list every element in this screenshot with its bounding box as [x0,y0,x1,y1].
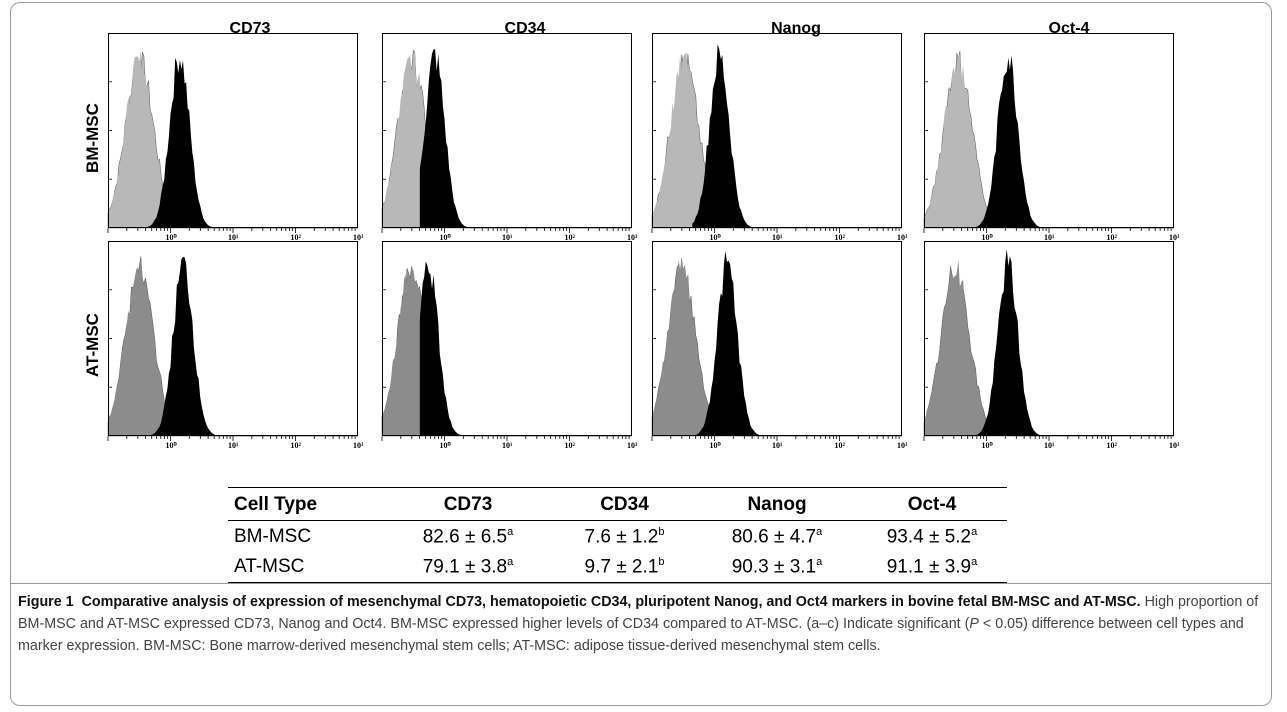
cell-value: 80.6 ± 4.7a [731,526,823,548]
x-tick-label: 10² [564,441,575,450]
cell-value: 91.1 ± 3.9a [857,551,1007,583]
control-histogram-front [924,53,967,228]
x-tick-label: 10¹ [1044,441,1055,450]
cell-value: 79.1 ± 3.8a [384,551,552,583]
header-cd73: CD73 [384,487,552,521]
x-tick-label: 10³ [1169,441,1180,450]
x-tick-label: 10³ [897,233,908,242]
caption-body-end: < 0.05) difference between cell types an… [18,616,1244,654]
x-tick-label: 10⁰ [165,441,177,450]
x-tick-label: 10² [1106,233,1117,242]
x-tick-label: 10³ [897,441,908,450]
cell-type: BM-MSC [234,526,312,548]
histogram-plot [923,241,1174,441]
control-histogram-front [652,52,693,228]
histogram-panel-bm-msc-cd73: 10⁰ 10¹ 10² 10³ [107,33,363,242]
x-tick-label: 10⁰ [165,233,177,242]
control-histogram-front [652,256,690,436]
x-tick-label: 10³ [627,233,638,242]
x-tick-label: 10² [290,233,301,242]
histogram-plot [107,241,358,441]
caption-divider [10,583,1272,584]
x-tick-label: 10¹ [772,233,783,242]
x-tick-label: 10⁰ [981,233,993,242]
control-histogram-front [108,50,148,228]
control-histogram-front [382,50,420,228]
x-tick-label: 10² [1106,441,1117,450]
x-tick-label: 10⁰ [439,233,451,242]
column-title-cd34: CD34 [504,20,546,37]
histogram-plot [651,241,902,441]
x-tick-label: 10³ [1169,233,1180,242]
x-tick-label: 10² [834,441,845,450]
histogram-plot [651,33,902,233]
marker-histogram [652,44,902,229]
x-tick-label: 10³ [353,233,364,242]
header-cell-type: Cell Type [228,487,384,521]
figure-frame [10,2,1272,706]
histogram-plot [107,33,358,233]
x-tick-label: 10⁰ [709,441,721,450]
x-tick-label: 10¹ [502,441,513,450]
marker-histogram [382,49,632,229]
histogram-panel-bm-msc-oct-4: 10⁰ 10¹ 10² 10³ [923,33,1179,242]
caption-p-symbol: P [969,616,979,632]
x-tick-label: 10¹ [772,441,783,450]
results-table: Cell Type CD73 CD34 Nanog Oct-4 BM-MSC 8… [228,487,1007,583]
x-tick-label: 10¹ [228,441,239,450]
table-row: AT-MSC 79.1 ± 3.8a 9.7 ± 2.1b 90.3 ± 3.1… [228,551,1007,583]
row-label-bm-msc: BM-MSC [83,103,102,173]
x-tick-label: 10² [564,233,575,242]
row-label-at-msc: AT-MSC [83,313,102,377]
histogram-plot [923,33,1174,233]
x-tick-label: 10³ [627,441,638,450]
x-tick-label: 10¹ [502,233,513,242]
cell-value: 93.4 ± 5.2a [886,526,978,548]
caption-body: High proportion of BM-MSC and AT-MSC exp… [18,594,1259,632]
cell-value: 9.7 ± 2.1b [552,551,697,583]
marker-histogram [108,256,358,436]
histogram-panel-bm-msc-cd34: 10⁰ 10¹ 10² 10³ [381,33,637,242]
histogram-panel-bm-msc-nanog: 10⁰ 10¹ 10² 10³ [651,33,907,242]
header-oct4: Oct-4 [857,487,1007,521]
histogram-panel-at-msc-cd34: 10⁰ 10¹ 10² 10³ [381,241,637,450]
histogram-panel-at-msc-oct-4: 10⁰ 10¹ 10² 10³ [923,241,1179,450]
cell-type: AT-MSC [228,551,384,583]
histogram-plot [381,241,632,441]
x-tick-label: 10² [834,233,845,242]
marker-histogram [652,251,902,436]
x-tick-label: 10¹ [1044,233,1055,242]
histogram-plot [381,33,632,233]
cell-value: 7.6 ± 1.2b [584,526,665,548]
x-tick-label: 10¹ [228,233,239,242]
column-title-nanog: Nanog [771,20,821,37]
x-tick-label: 10² [290,441,301,450]
x-tick-label: 10⁰ [981,441,993,450]
caption-label: Figure 1 [18,594,74,610]
x-tick-label: 10³ [353,441,364,450]
x-tick-label: 10⁰ [439,441,451,450]
header-nanog: Nanog [697,487,857,521]
histogram-panel-at-msc-nanog: 10⁰ 10¹ 10² 10³ [651,241,907,450]
header-cd34: CD34 [552,487,697,521]
cell-value: 82.6 ± 6.5a [422,526,514,548]
table-header-row: Cell Type CD73 CD34 Nanog Oct-4 [228,487,1007,521]
control-histogram-front [924,259,964,436]
caption-title: Comparative analysis of expression of me… [81,594,1141,610]
table-row: BM-MSC 82.6 ± 6.5a 7.6 ± 1.2b 80.6 ± 4.7… [228,521,1007,552]
x-tick-label: 10⁰ [709,233,721,242]
cell-value: 90.3 ± 3.1a [697,551,857,583]
column-title-cd73: CD73 [229,20,271,37]
figure-caption: Figure 1 Comparative analysis of express… [18,591,1263,657]
control-histogram-front [382,269,420,436]
histogram-panel-at-msc-cd73: 10⁰ 10¹ 10² 10³ [107,241,363,450]
marker-histogram [108,57,358,229]
column-title-oct4: Oct-4 [1048,20,1090,37]
control-histogram-front [108,259,148,436]
